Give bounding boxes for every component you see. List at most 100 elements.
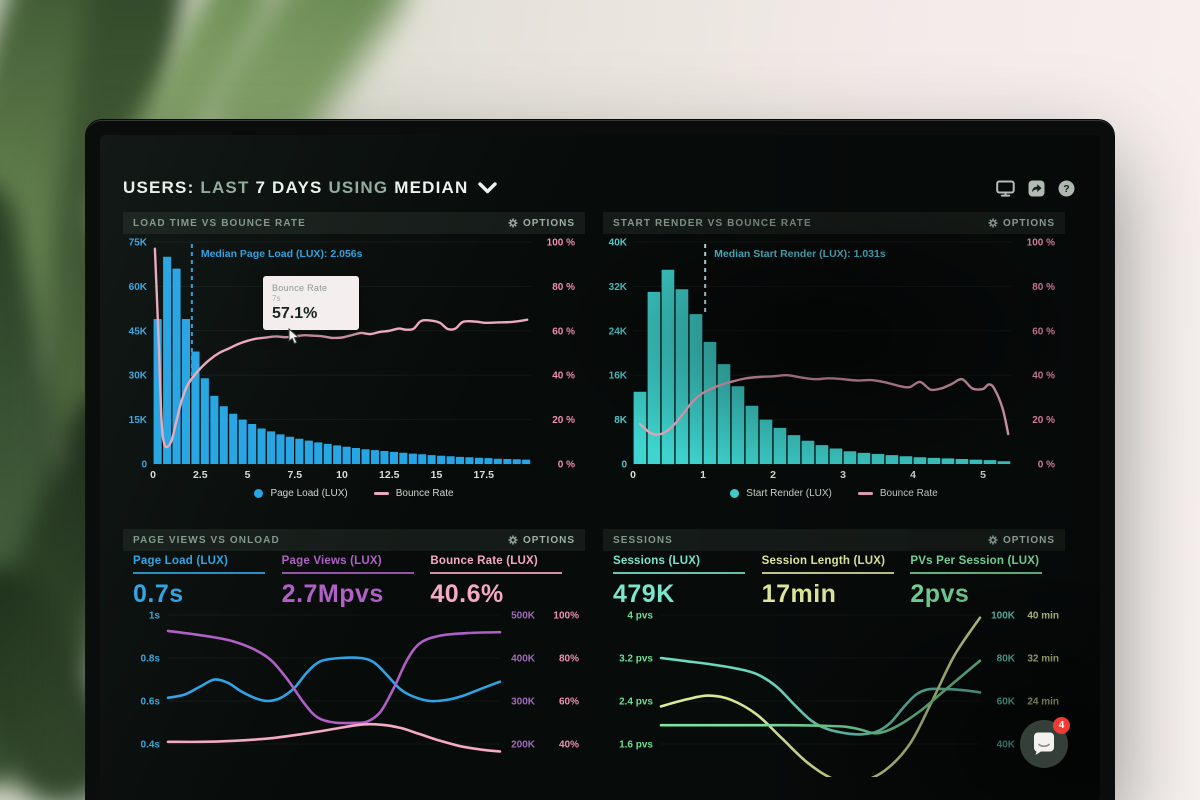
svg-text:80 %: 80 % bbox=[552, 282, 575, 293]
laptop: USERS: LAST 7 DAYS USING MEDIAN ? bbox=[86, 120, 1114, 800]
svg-text:500K: 500K bbox=[511, 611, 536, 622]
metric-label: PVs Per Session (LUX) bbox=[910, 555, 1040, 567]
svg-text:400K: 400K bbox=[511, 654, 536, 665]
legend-label: Start Render (LUX) bbox=[746, 488, 832, 499]
svg-text:40%: 40% bbox=[559, 740, 579, 751]
options-button[interactable]: OPTIONS bbox=[988, 535, 1055, 546]
chart-legend: Start Render (LUX) Bounce Rate bbox=[603, 488, 1065, 499]
legend-item[interactable]: Bounce Rate bbox=[857, 488, 938, 499]
svg-text:15K: 15K bbox=[129, 415, 148, 426]
metric-label: Page Views (LUX) bbox=[281, 555, 382, 567]
legend-label: Bounce Rate bbox=[879, 488, 938, 499]
legend-marker bbox=[254, 489, 264, 498]
svg-text:2.4 pvs: 2.4 pvs bbox=[619, 697, 653, 708]
svg-text:40 min: 40 min bbox=[1027, 611, 1059, 622]
gear-icon bbox=[988, 535, 998, 545]
topbar-icons: ? bbox=[996, 180, 1075, 197]
svg-text:?: ? bbox=[1063, 183, 1069, 195]
svg-text:Median Page Load (LUX): 2.056s: Median Page Load (LUX): 2.056s bbox=[201, 248, 363, 260]
legend-item[interactable]: Bounce Rate bbox=[373, 488, 454, 499]
svg-text:40K: 40K bbox=[997, 740, 1016, 751]
svg-text:32K: 32K bbox=[609, 282, 628, 293]
panel-header: START RENDER VS BOUNCE RATE OPTIONS bbox=[603, 212, 1065, 234]
svg-text:0: 0 bbox=[630, 469, 636, 481]
chart-tooltip: Bounce Rate 7s 57.1% bbox=[263, 276, 359, 330]
svg-text:20 %: 20 % bbox=[552, 415, 575, 426]
metric-underline bbox=[613, 572, 745, 574]
svg-text:0: 0 bbox=[141, 460, 147, 471]
options-button[interactable]: OPTIONS bbox=[508, 218, 575, 229]
legend-marker bbox=[373, 492, 389, 495]
mouse-cursor bbox=[287, 327, 301, 351]
gear-icon bbox=[508, 218, 518, 228]
svg-text:8K: 8K bbox=[614, 415, 628, 426]
svg-text:1s: 1s bbox=[149, 611, 161, 622]
svg-text:7.5: 7.5 bbox=[287, 469, 302, 481]
svg-text:10: 10 bbox=[336, 469, 348, 481]
legend-item[interactable]: Start Render (LUX) bbox=[730, 488, 832, 499]
metric-label: Session Length (LUX) bbox=[761, 555, 886, 567]
svg-text:0: 0 bbox=[150, 469, 156, 481]
metric-label: Bounce Rate (LUX) bbox=[430, 555, 538, 567]
options-button[interactable]: OPTIONS bbox=[508, 535, 575, 546]
svg-text:15: 15 bbox=[431, 469, 443, 481]
svg-text:30K: 30K bbox=[129, 371, 148, 382]
svg-text:3: 3 bbox=[840, 469, 846, 481]
panel-title: SESSIONS bbox=[613, 534, 673, 546]
svg-text:60 %: 60 % bbox=[552, 326, 575, 337]
chart-legend: Page Load (LUX) Bounce Rate bbox=[123, 488, 585, 499]
svg-text:100 %: 100 % bbox=[547, 238, 575, 249]
svg-text:60K: 60K bbox=[129, 282, 148, 293]
dashboard-screen: USERS: LAST 7 DAYS USING MEDIAN ? bbox=[100, 135, 1100, 800]
panel-header: LOAD TIME VS BOUNCE RATE OPTIONS bbox=[123, 212, 585, 234]
panel-header: PAGE VIEWS VS ONLOAD OPTIONS bbox=[123, 529, 585, 551]
svg-text:32 min: 32 min bbox=[1027, 654, 1059, 665]
panel-title: LOAD TIME VS BOUNCE RATE bbox=[133, 217, 306, 229]
svg-text:80 %: 80 % bbox=[1032, 282, 1055, 293]
page-title-dropdown[interactable]: USERS: LAST 7 DAYS USING MEDIAN bbox=[123, 178, 498, 198]
gear-icon bbox=[988, 218, 998, 228]
svg-text:24K: 24K bbox=[609, 326, 628, 337]
metric-underline bbox=[133, 572, 265, 574]
tooltip-x-value: 7s bbox=[272, 294, 281, 303]
display-icon[interactable] bbox=[996, 180, 1015, 197]
panel-page-views-vs-onload: PAGE VIEWS VS ONLOAD OPTIONS Page Load (… bbox=[123, 529, 585, 777]
svg-text:0.6s: 0.6s bbox=[141, 697, 161, 708]
svg-text:5: 5 bbox=[980, 469, 986, 481]
page-title: USERS: LAST 7 DAYS USING MEDIAN bbox=[123, 178, 469, 197]
svg-text:40 %: 40 % bbox=[552, 371, 575, 382]
svg-text:80K: 80K bbox=[997, 654, 1016, 665]
panel-title: PAGE VIEWS VS ONLOAD bbox=[133, 534, 280, 546]
page-views-chart-canvas[interactable]: 1s 0.8s 0.6s 0.4s 500K 400K 300K 200K 100% 80% 60%… bbox=[123, 597, 585, 777]
chevron-down-icon bbox=[478, 182, 498, 194]
panel-load-time-vs-bounce-rate: LOAD TIME VS BOUNCE RATE OPTIONS 75K 100 … bbox=[123, 212, 585, 508]
svg-text:0.8s: 0.8s bbox=[141, 654, 161, 665]
legend-label: Page Load (LUX) bbox=[270, 488, 348, 499]
notification-badge: 4 bbox=[1053, 717, 1070, 734]
tooltip-value: 57.1% bbox=[272, 305, 318, 322]
svg-text:2.5: 2.5 bbox=[193, 469, 208, 481]
options-button[interactable]: OPTIONS bbox=[988, 218, 1055, 229]
svg-text:2: 2 bbox=[770, 469, 776, 481]
panel-header: SESSIONS OPTIONS bbox=[603, 529, 1065, 551]
sessions-chart-canvas[interactable]: 4 pvs 3.2 pvs 2.4 pvs 1.6 pvs 100K 80K 60K 40K 4… bbox=[603, 597, 1065, 777]
svg-text:60 %: 60 % bbox=[1032, 326, 1055, 337]
legend-marker bbox=[857, 492, 873, 495]
metric-underline bbox=[910, 572, 1043, 574]
chat-bubble[interactable]: 4 bbox=[1020, 717, 1070, 768]
panel-title: START RENDER VS BOUNCE RATE bbox=[613, 217, 812, 229]
svg-text:1.6 pvs: 1.6 pvs bbox=[619, 740, 653, 751]
load-time-chart-canvas[interactable]: 75K 100 % 60K 80 % 45K 60 % 30K 40 % 15K 20 % 0 0 %… bbox=[123, 234, 585, 484]
svg-text:100 %: 100 % bbox=[1027, 238, 1055, 249]
metric-underline bbox=[281, 572, 414, 574]
svg-text:200K: 200K bbox=[511, 740, 536, 751]
svg-text:5: 5 bbox=[245, 469, 251, 481]
svg-text:60K: 60K bbox=[997, 697, 1016, 708]
legend-item[interactable]: Page Load (LUX) bbox=[254, 488, 348, 499]
help-icon[interactable]: ? bbox=[1058, 180, 1075, 197]
metric-label: Sessions (LUX) bbox=[613, 555, 701, 567]
start-render-chart-canvas[interactable]: 40K 100 % 32K 80 % 24K 60 % 16K 40 % 8K 20 % 0 0 % M… bbox=[603, 234, 1065, 484]
gear-icon bbox=[508, 535, 518, 545]
svg-text:16K: 16K bbox=[609, 371, 628, 382]
share-icon[interactable] bbox=[1028, 180, 1045, 197]
